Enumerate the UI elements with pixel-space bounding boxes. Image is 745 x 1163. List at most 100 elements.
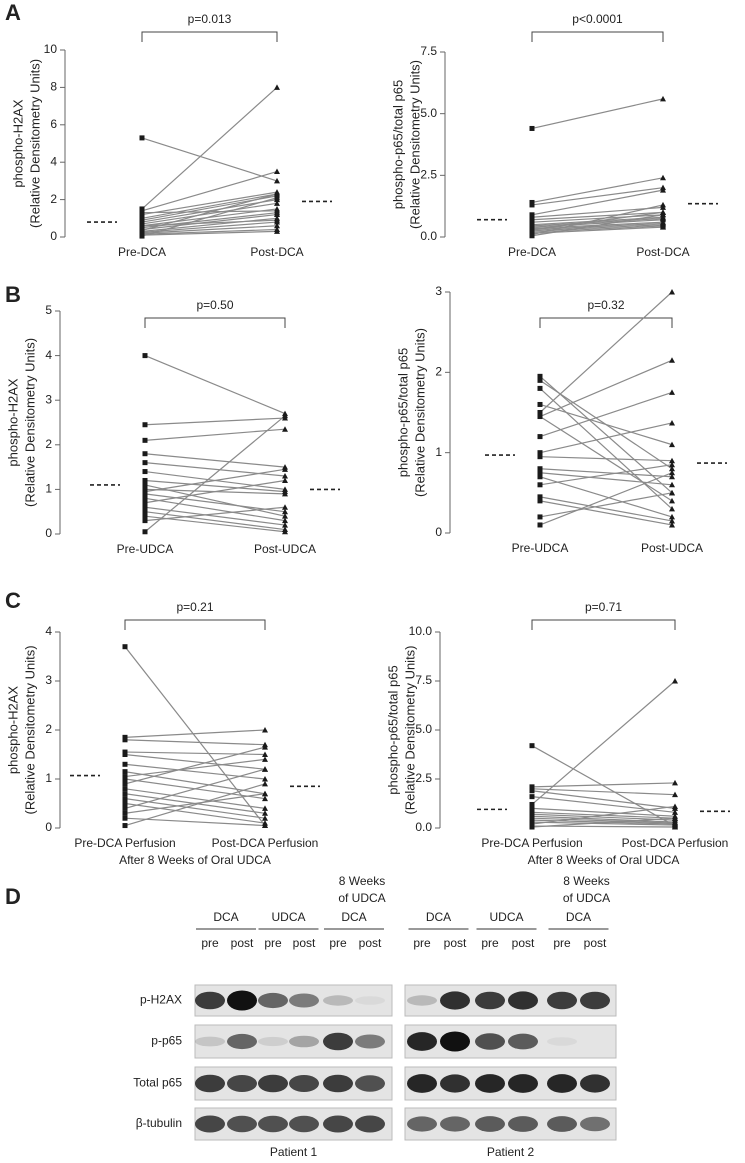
post-marker: [669, 389, 675, 395]
y-axis-label: (Relative Densitometry Units): [402, 645, 417, 814]
y-tick-label: 0: [45, 526, 52, 540]
x-axis-label: After 8 Weeks of Oral UDCA: [528, 853, 680, 867]
pair-line: [531, 211, 664, 221]
band: [258, 1036, 288, 1047]
pair-line: [124, 768, 266, 809]
pre-marker: [529, 805, 535, 811]
band: [323, 1115, 353, 1133]
lane-label: pre: [413, 936, 431, 950]
band: [227, 1075, 257, 1092]
pre-marker: [139, 233, 145, 239]
pair-line: [124, 729, 266, 738]
post-marker: [274, 222, 280, 229]
pair-line: [531, 189, 664, 216]
y-tick-label: 2: [45, 437, 52, 451]
pair-line: [539, 492, 673, 518]
lane-label: pre: [481, 936, 499, 950]
pair-line: [531, 807, 676, 817]
band: [508, 1033, 538, 1050]
post-marker: [274, 207, 280, 214]
band: [475, 1074, 505, 1093]
lane-label: post: [293, 936, 316, 950]
pair-line: [124, 783, 266, 827]
pair-line: [539, 403, 673, 446]
post-marker: [282, 508, 288, 515]
pair-line: [124, 763, 266, 780]
band: [227, 990, 257, 1011]
week-label: of UDCA: [563, 891, 610, 905]
pre-marker: [142, 504, 148, 510]
x-tick-label: Pre-UDCA: [117, 542, 174, 556]
band: [407, 995, 437, 1006]
post-marker: [660, 95, 666, 102]
pair-line: [539, 391, 673, 438]
pair-line: [531, 225, 664, 233]
y-tick-label: 7.5: [415, 673, 432, 687]
panel-letter: D: [5, 884, 21, 909]
band: [547, 1074, 577, 1093]
pair-line: [531, 782, 676, 788]
band: [508, 1074, 538, 1093]
pre-marker: [537, 522, 543, 528]
pair-line: [531, 222, 664, 231]
band: [407, 1032, 437, 1051]
post-marker: [274, 211, 280, 218]
pair-line: [141, 202, 278, 225]
pre-marker: [122, 752, 128, 757]
y-axis-label: (Relative Densitometry Units): [22, 338, 37, 507]
pair-line: [124, 817, 266, 827]
pre-marker: [537, 414, 543, 420]
x-tick-label: Post-DCA Perfusion: [622, 836, 729, 850]
band: [440, 991, 470, 1010]
band: [323, 995, 353, 1006]
y-tick-label: 1: [435, 445, 442, 459]
band: [355, 1115, 385, 1133]
band: [547, 991, 577, 1010]
pair-line: [531, 788, 676, 796]
pre-marker: [142, 513, 148, 519]
post-marker: [672, 803, 678, 809]
pair-line: [531, 817, 676, 824]
pair-line: [124, 802, 266, 824]
pair-line: [531, 98, 664, 130]
post-marker: [282, 513, 288, 519]
pair-line: [531, 211, 664, 231]
band: [195, 1036, 225, 1047]
y-tick-label: 5: [45, 303, 52, 317]
post-marker: [262, 766, 268, 772]
p-value: p=0.32: [587, 298, 624, 312]
pre-marker: [529, 743, 535, 749]
pre-marker: [122, 769, 128, 775]
pair-line: [531, 204, 664, 236]
post-marker: [672, 824, 678, 830]
x-tick-label: Pre-UDCA: [512, 541, 569, 555]
significance-bracket: [531, 619, 676, 630]
pre-marker: [122, 774, 128, 780]
pair-line: [144, 506, 286, 526]
y-tick-label: 0.0: [415, 820, 432, 834]
post-marker: [669, 481, 675, 488]
y-tick-label: 4: [45, 624, 52, 638]
pair-line: [144, 355, 286, 415]
group-label: DCA: [426, 910, 451, 924]
pre-marker: [537, 450, 543, 456]
pre-marker: [142, 500, 148, 506]
post-marker: [669, 473, 675, 480]
pair-line: [539, 416, 673, 502]
post-marker: [669, 457, 675, 464]
y-axis-label: phospho-H2AX: [5, 378, 20, 466]
post-marker: [262, 795, 268, 802]
panel-letter: B: [5, 282, 21, 307]
pair-line: [539, 500, 673, 526]
post-marker: [669, 489, 675, 496]
pre-marker: [529, 801, 535, 807]
pre-marker: [122, 791, 128, 797]
post-marker: [282, 466, 288, 472]
pair-line: [539, 359, 673, 418]
pair-line: [531, 217, 664, 227]
band: [355, 1034, 385, 1049]
lane-label: pre: [264, 936, 282, 950]
pair-line: [141, 170, 278, 212]
lane-label: pre: [329, 936, 347, 950]
pair-line: [141, 230, 278, 236]
